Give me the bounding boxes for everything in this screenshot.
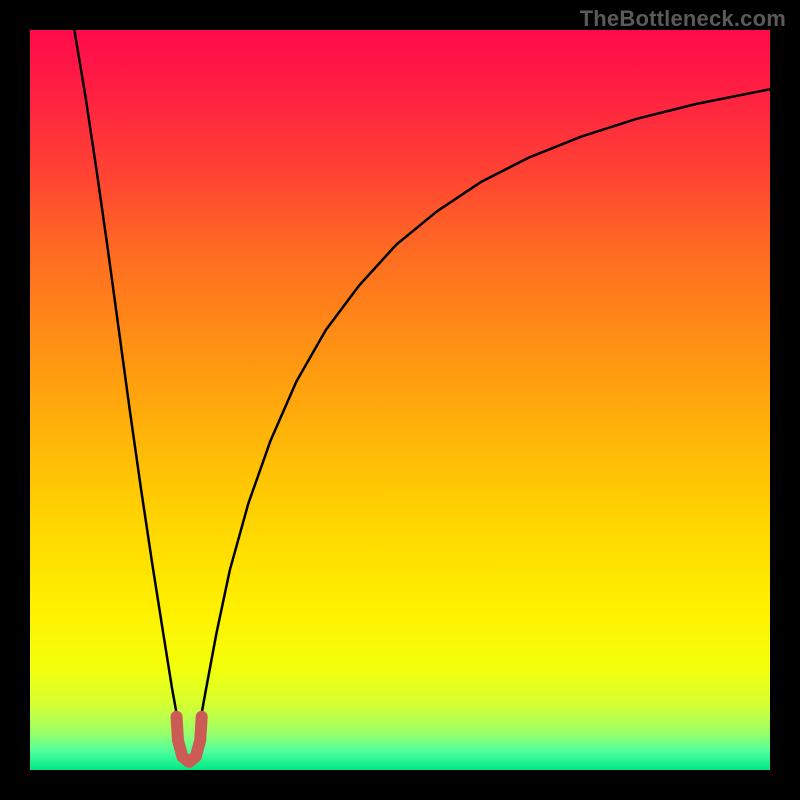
gradient-background bbox=[30, 30, 770, 770]
plot-area bbox=[30, 30, 770, 770]
watermark-text: TheBottleneck.com bbox=[580, 6, 786, 32]
curve-plot-svg bbox=[30, 30, 770, 770]
chart-container: TheBottleneck.com bbox=[0, 0, 800, 800]
